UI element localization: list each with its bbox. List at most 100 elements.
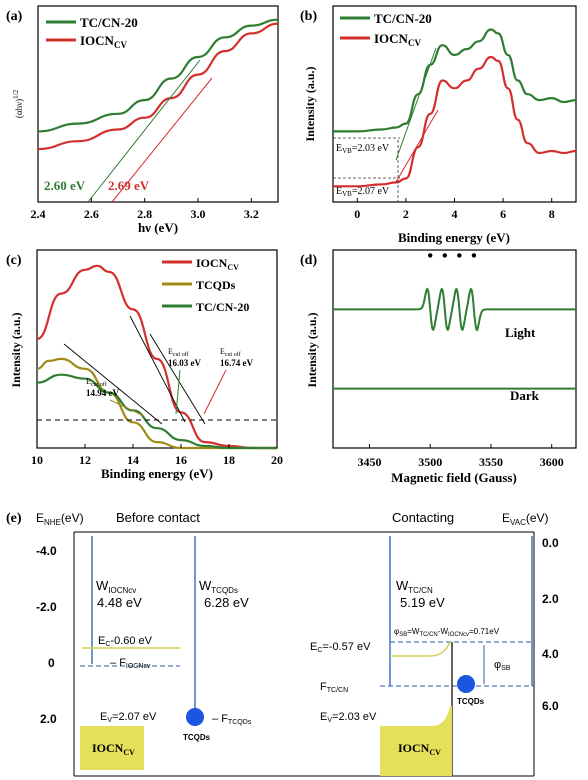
panel-d-dots [428,253,477,258]
e-w2: WTCQDs [199,578,238,595]
e-tcqds-label-2: TCQDs [457,697,485,706]
e-phi-formula: φSB=WTC/CN-WIOCNcv=0.71eV [394,627,500,638]
panel-c-cut3-arrow [203,369,227,415]
panel-c-cut3: Ecut off [220,347,241,358]
panel-a-tangent-green [87,59,201,203]
e-w1: WIOCNcv [96,578,136,595]
legend-c-red: IOCNCV [196,256,239,272]
panel-b-tangent-green [395,47,437,161]
e-ev1: EV=2.07 eV [100,711,157,724]
series-tc-cn-20 [37,18,279,133]
e-ec2: EC=-0.57 eV [310,641,371,654]
e-w3-val: 5.19 eV [400,595,445,610]
e-w3: WTC/CN [396,578,433,595]
peak-dot [428,253,433,258]
panel-e-before: Before contact [116,510,200,525]
series-iocn-cv [36,264,277,450]
panel-a: (a) TC/CN-20 IOCNCV 2.60 eV 2.69 eV 2.4 2… [6,5,279,235]
e-iocn-box-1-label: IOCNCV [92,741,135,757]
e-iocn-box-2-label: IOCNCV [398,741,441,757]
e-iocn-box-2 [380,706,452,776]
panel-a-ann-red: 2.69 eV [108,178,150,193]
e-ev2: EV=2.03 eV [320,711,377,724]
panel-d-series [333,287,576,390]
xtick-label: 2.6 [84,207,99,221]
panel-c-tangent-3 [149,333,206,425]
xtick-label: 3550 [479,455,503,469]
legend-c-green: TC/CN-20 [196,300,249,314]
panel-c-cut1-val: 14.94 eV [86,388,119,398]
legend-a-green: TC/CN-20 [80,15,138,30]
series-iocn-cv [37,22,279,151]
panel-b-series [332,28,577,188]
e-right-tick-3: 4.0 [542,647,559,661]
xtick-label: 12 [79,453,91,467]
peak-dot [442,253,447,258]
panel-a-ylabel: (αhν)1/2 [12,89,24,118]
panel-c-ylabel: Intensity (a.u.) [9,312,23,387]
panel-e-enhe: ENHE(eV) [36,511,84,527]
panel-a-ann-green: 2.60 eV [44,178,86,193]
e-ec2-line [390,641,451,657]
panel-e-label: (e) [6,511,22,526]
e-tcqds-dot-1 [186,708,204,726]
panel-e: (e) ENHE(eV) Before contact Contacting E… [6,510,559,777]
xtick-label: 0 [354,207,360,221]
xtick-label: 3500 [418,455,442,469]
e-right-tick-4: 6.0 [542,699,559,713]
panel-a-frame [37,5,279,203]
panel-a-series [37,18,279,151]
legend-b-green: TC/CN-20 [374,11,432,26]
xtick-label: 3450 [357,455,381,469]
panel-c-tangent-2 [63,343,163,425]
e-tcqds-dot-2 [457,675,475,693]
peak-dot [457,253,462,258]
series-tcqds [36,357,277,450]
panel-b-xticks: 0 2 4 6 8 [354,198,555,221]
panel-b-xlabel: Binding energy (eV) [398,230,510,245]
e-tcqds-label-1: TCQDs [183,733,211,742]
xtick-label: 2 [403,207,409,221]
legend-b-red: IOCNCV [374,31,421,48]
e-f1: – FIOCNcv [110,657,151,670]
e-ec1: EC-0.60 eV [98,635,153,648]
panel-c-cut2: Ecut off [168,347,189,358]
series-light [333,287,576,332]
panel-d-light: Light [505,325,536,340]
e-ftccn: FTC/CN [320,681,348,694]
e-w1-val: 4.48 eV [97,595,142,610]
legend-a-red: IOCNCV [80,33,127,50]
xtick-label: 16 [175,453,187,467]
panel-a-xticks: 2.4 2.6 2.8 3.0 3.2 [31,198,259,221]
xtick-label: 14 [127,453,139,467]
e-right-tick-1: 0.0 [542,536,559,550]
panel-b-label: (b) [300,9,317,24]
e-iocn-box-1 [80,726,144,770]
e-left-tick-1: -4.0 [36,544,57,558]
panel-c-label: (c) [6,253,22,268]
panel-c-frame [36,249,278,449]
e-left-tick-3: 0 [48,656,55,670]
e-ftcqds: – FTCQDs [212,713,252,726]
panel-c-cut2-arrow [175,369,181,415]
panel-c-cut1: Ecut off [86,377,107,388]
series-tc-cn-20 [332,28,577,133]
panel-d-ylabel: Intensity (a.u.) [305,312,319,387]
panel-b-tangent-red [395,109,439,183]
panel-d-dark: Dark [510,388,540,403]
panel-b-evb2: EVB=2.07 eV [336,186,390,198]
panel-b: (b) TC/CN-20 IOCNCV EVB=2.03 eV EVB=2.07… [300,5,577,245]
panel-c-cut1-arrow [109,399,145,417]
xtick-label: 3.2 [244,207,259,221]
e-left-tick-2: -2.0 [36,600,57,614]
panel-e-evac: EVAC(eV) [502,511,549,527]
xtick-label: 8 [549,207,555,221]
xtick-label: 3600 [540,455,564,469]
e-right-tick-2: 2.0 [542,592,559,606]
panel-d-label: (d) [300,253,317,268]
peak-dot [471,253,477,258]
panel-a-xlabel: hν (eV) [138,220,178,235]
xtick-label: 2.4 [31,207,46,221]
xtick-label: 4 [452,207,458,221]
